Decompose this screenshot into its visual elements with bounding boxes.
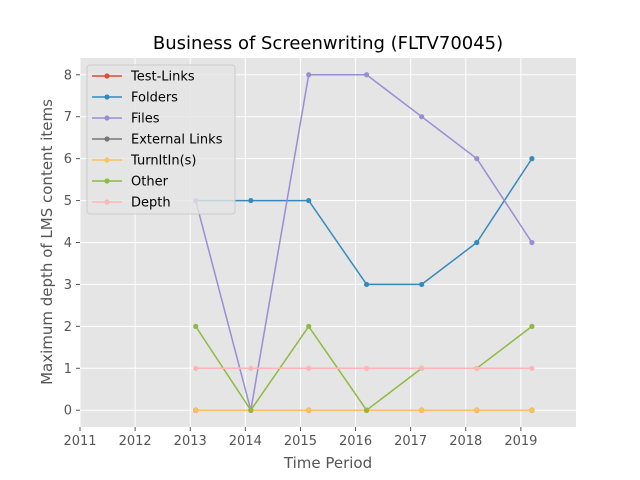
legend-label: Other: [131, 175, 169, 190]
data-point: [419, 407, 425, 413]
y-tick-label: 5: [64, 194, 72, 209]
data-point: [306, 197, 312, 204]
data-point: [529, 239, 535, 246]
series-depth: [193, 365, 535, 371]
y-tick-label: 4: [64, 236, 72, 251]
data-point: [193, 407, 199, 413]
x-tick-label: 2018: [449, 434, 482, 449]
data-point: [474, 156, 480, 162]
y-axis-label: Maximum depth of LMS content items: [38, 99, 56, 385]
legend-item: Files: [92, 112, 160, 127]
legend-label: Test-Links: [130, 70, 195, 85]
y-tick-label: 0: [64, 404, 72, 419]
data-point: [193, 323, 199, 329]
y-tick-label: 6: [64, 152, 72, 167]
data-point: [248, 197, 254, 204]
data-point: [419, 114, 425, 120]
data-point: [419, 365, 425, 371]
series-folders: [193, 156, 535, 288]
data-point: [474, 407, 480, 413]
legend-item: Test-Links: [92, 70, 195, 85]
chart-title: Business of Screenwriting (FLTV70045): [153, 33, 503, 54]
data-point: [529, 365, 535, 371]
legend-label: Folders: [131, 91, 178, 106]
x-tick-label: 2011: [63, 434, 96, 449]
data-point: [363, 407, 370, 413]
legend-label: External Links: [131, 133, 223, 148]
legend-item: Folders: [92, 91, 178, 106]
legend-item: Depth: [92, 196, 171, 211]
y-tick-label: 3: [64, 278, 72, 293]
data-point: [529, 156, 535, 162]
data-point: [306, 323, 312, 329]
legend-item: External Links: [92, 133, 223, 148]
legend-marker: [104, 136, 110, 142]
y-tick-label: 8: [64, 68, 72, 83]
data-point: [474, 239, 480, 246]
data-point: [193, 365, 199, 371]
data-point: [306, 407, 312, 413]
x-tick-label: 2019: [504, 434, 537, 449]
legend-marker: [104, 115, 110, 121]
legend-marker: [104, 157, 110, 163]
x-tick-label: 2012: [119, 434, 152, 449]
legend-marker: [104, 199, 110, 205]
data-point: [363, 72, 370, 78]
data-point: [248, 407, 254, 413]
legend-box: [86, 64, 236, 215]
legend-marker: [104, 94, 110, 100]
legend-item: Other: [92, 175, 169, 190]
legend-label: TurnItIn(s): [130, 154, 196, 169]
x-axis-label: Time Period: [283, 454, 372, 472]
y-axis: 0 1 2 3 4 5 6 7 8: [64, 68, 80, 419]
x-tick-label: 2015: [284, 434, 317, 449]
x-tick-label: 2014: [229, 434, 262, 449]
legend: Test-Links Folders Files External Links Turn…: [86, 64, 236, 215]
data-point: [306, 72, 312, 78]
x-axis: 2011 2012 2013 2014 2015 2016 2017 2018 2019: [63, 427, 537, 449]
data-point: [419, 281, 425, 288]
x-tick-label: 2013: [174, 434, 207, 449]
legend-marker: [104, 178, 110, 184]
legend-label: Depth: [131, 196, 171, 211]
data-point: [363, 281, 370, 288]
data-point: [306, 365, 312, 371]
data-point: [248, 365, 254, 371]
data-point: [529, 407, 535, 413]
legend-item: TurnItIn(s): [92, 154, 196, 169]
data-point: [529, 323, 535, 329]
x-tick-label: 2016: [339, 434, 372, 449]
data-point: [363, 365, 370, 371]
x-tick-label: 2017: [394, 434, 427, 449]
y-tick-label: 7: [64, 110, 72, 125]
y-tick-label: 1: [64, 362, 72, 377]
y-tick-label: 2: [64, 320, 72, 335]
legend-label: Files: [131, 112, 160, 127]
legend-marker: [104, 73, 110, 79]
data-point: [474, 365, 480, 371]
series-lines: [193, 72, 535, 413]
